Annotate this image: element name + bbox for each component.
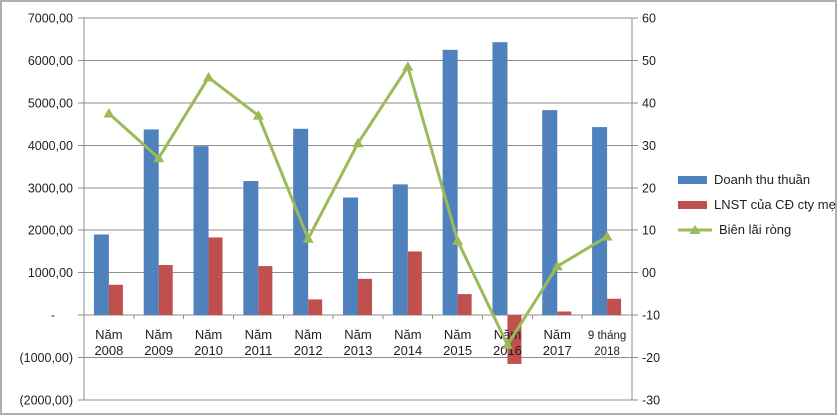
right-axis-tick-label: 50: [642, 54, 656, 68]
x-axis-label: Năm: [145, 327, 172, 342]
x-axis-label: Năm: [294, 327, 321, 342]
legend-label-bien-lai-rong: Biên lãi ròng: [719, 222, 792, 237]
x-axis-label: 2010: [194, 343, 223, 358]
bien-lai-rong-marker: [252, 110, 264, 120]
bar-lnst: [407, 251, 422, 316]
bar-lnst: [258, 266, 273, 316]
bar-doanh-thu-thuan: [93, 234, 109, 316]
bien-lai-rong-marker: [551, 260, 563, 271]
bar-lnst: [358, 278, 372, 316]
legend: Doanh thu thuần LNST của CĐ cty mẹ Biên …: [678, 172, 836, 237]
x-axis-label: 2011: [244, 343, 272, 358]
legend-label-doanh-thu-thuan: Doanh thu thuần: [714, 172, 811, 187]
left-axis-tick-label: 4000,00: [28, 139, 73, 153]
bar-doanh-thu-thuan: [392, 184, 408, 316]
left-axis-tick-label: 3000,00: [28, 181, 73, 195]
right-axis-tick-label: 30: [642, 139, 656, 153]
bar-lnst: [158, 265, 173, 316]
x-axis-label: Năm: [245, 327, 272, 342]
bien-lai-rong-marker: [203, 71, 215, 82]
legend-swatch-lnst: [678, 200, 707, 209]
bar-doanh-thu-thuan: [193, 146, 209, 316]
left-axis-tick-label: 5000,00: [28, 96, 73, 110]
right-axis-tick-label: 00: [642, 266, 656, 280]
right-axis-tick-label: -20: [642, 351, 660, 365]
bien-lai-rong-marker: [352, 137, 364, 148]
bien-lai-rong-marker: [302, 233, 314, 243]
right-axis-tick-label: 10: [642, 224, 656, 238]
bien-lai-rong-marker: [153, 152, 165, 163]
legend-label-lnst: LNST của CĐ cty mẹ: [714, 197, 836, 212]
left-axis-tick-label: 2000,00: [28, 224, 73, 238]
bien-lai-rong-marker: [601, 231, 613, 241]
x-axis-label: 2017: [543, 343, 572, 358]
bar-doanh-thu-thuan: [442, 49, 458, 316]
right-axis-tick-label: -10: [642, 309, 660, 323]
legend-swatch-bien-lai-rong-line-icon: [678, 224, 712, 234]
left-axis-tick-label: 7000,00: [28, 12, 73, 26]
bien-lai-rong-marker: [402, 61, 414, 71]
x-axis-label: 2016: [493, 343, 522, 358]
left-axis-tick-label: -: [51, 309, 55, 323]
x-axis-label: 2009: [144, 343, 173, 358]
right-axis-tick-label: 20: [642, 181, 656, 195]
x-axis-label: Năm: [544, 327, 571, 342]
bar-doanh-thu-thuan: [143, 129, 159, 316]
legend-item-bien-lai-rong: Biên lãi ròng: [678, 222, 836, 237]
bar-lnst: [457, 294, 472, 316]
x-axis-label: 2015: [443, 343, 472, 358]
bar-doanh-thu-thuan: [542, 110, 558, 316]
bar-lnst: [607, 298, 622, 316]
x-axis-label: 2008: [94, 343, 123, 358]
left-axis-tick-label: 6000,00: [28, 54, 73, 68]
right-axis-tick-label: 60: [642, 12, 656, 26]
bar-doanh-thu-thuan: [343, 197, 358, 316]
x-axis-label: 2018: [594, 346, 620, 358]
legend-item-lnst: LNST của CĐ cty mẹ: [678, 197, 836, 212]
bar-doanh-thu-thuan: [592, 127, 608, 316]
x-axis-label: 2013: [344, 343, 373, 358]
x-axis-label: 9 tháng: [588, 330, 626, 342]
x-axis-label: 2012: [294, 343, 323, 358]
x-axis-label: Năm: [344, 327, 371, 342]
x-axis-label: Năm: [444, 327, 471, 342]
legend-item-doanh-thu-thuan: Doanh thu thuần: [678, 172, 836, 187]
bar-doanh-thu-thuan: [243, 180, 259, 316]
bien-lai-rong-marker: [103, 108, 115, 118]
right-axis-tick-label: 40: [642, 96, 656, 110]
x-axis-label: Năm: [394, 327, 421, 342]
x-axis-label: Năm: [195, 327, 222, 342]
bar-lnst: [308, 299, 323, 316]
left-axis-tick-label: 1000,00: [28, 266, 73, 280]
left-axis-tick-label: (2000,00): [19, 394, 73, 408]
legend-swatch-doanh-thu-thuan: [678, 175, 707, 184]
bien-lai-rong-marker: [501, 339, 513, 349]
right-axis-tick-label: -30: [642, 394, 660, 408]
bar-lnst: [208, 237, 223, 316]
bien-lai-rong-marker: [452, 235, 464, 245]
bar-doanh-thu-thuan: [492, 42, 508, 316]
bar-lnst: [108, 284, 123, 316]
x-axis-label: 2014: [393, 343, 422, 358]
bar-lnst: [557, 311, 572, 316]
x-axis-label: Năm: [95, 327, 122, 342]
left-axis-tick-label: (1000,00): [19, 351, 73, 365]
